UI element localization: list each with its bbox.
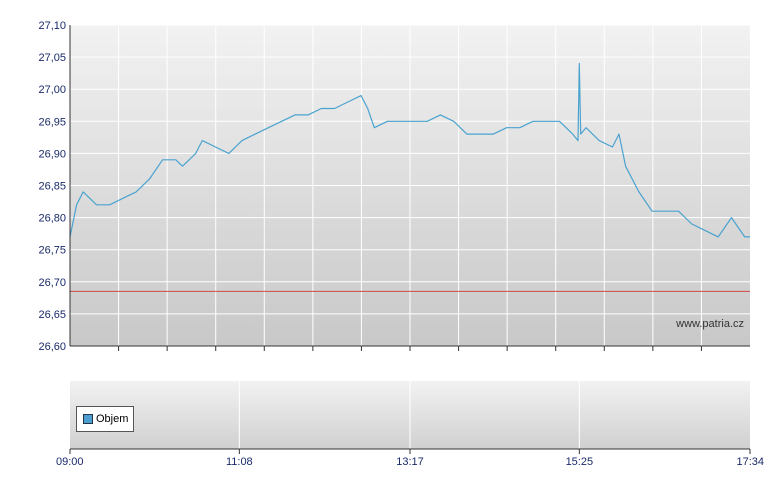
x-tick-label: 09:00 <box>56 456 84 468</box>
legend-label-objem: Objem <box>96 413 129 425</box>
x-tick-label: 17:34 <box>736 456 764 468</box>
y-tick-label: 26,90 <box>38 148 66 160</box>
y-tick-label: 26,75 <box>38 245 66 257</box>
y-tick-label: 26,95 <box>38 116 66 128</box>
watermark-text: www.patria.cz <box>675 318 744 330</box>
x-tick-label: 15:25 <box>566 456 594 468</box>
y-tick-label: 26,85 <box>38 181 66 193</box>
axes <box>69 25 751 454</box>
y-tick-label: 27,05 <box>38 52 66 64</box>
legend: Objem <box>76 406 134 432</box>
y-tick-label: 26,65 <box>38 309 66 321</box>
y-tick-label: 26,60 <box>38 341 66 353</box>
price-line-layer <box>69 62 750 238</box>
x-tick-label: 13:17 <box>396 456 424 468</box>
y-tick-label: 26,70 <box>38 277 66 289</box>
y-tick-label: 27,10 <box>38 20 66 32</box>
x-tick-label: 11:08 <box>226 456 253 468</box>
legend-swatch-objem <box>83 414 93 424</box>
tick-labels: 26,60 26,65 26,70 26,75 26,80 26,85 26,90 26,95… <box>38 20 764 468</box>
y-tick-label: 27,00 <box>38 84 66 96</box>
y-tick-label: 26,80 <box>38 213 66 225</box>
price-series-line <box>69 62 750 238</box>
